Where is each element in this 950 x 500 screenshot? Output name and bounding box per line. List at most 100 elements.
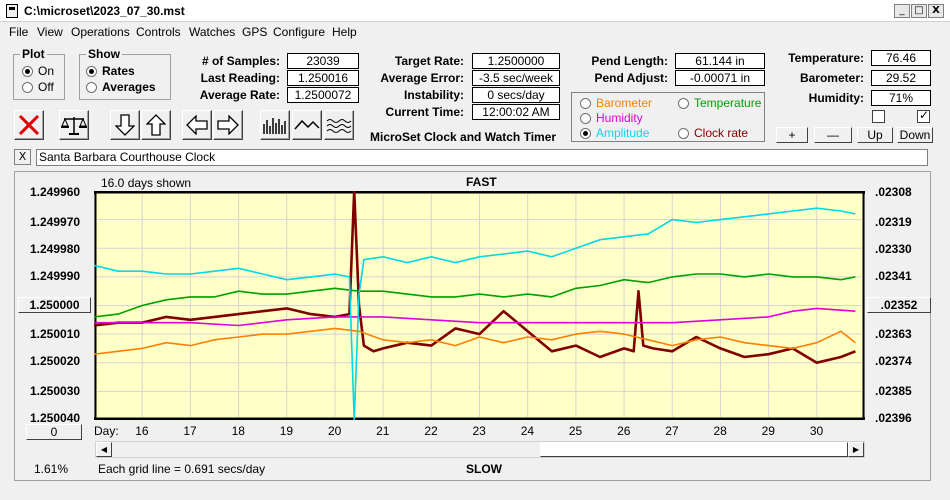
plot-group: Plot On Off xyxy=(13,47,65,100)
plot-on-radio[interactable]: On xyxy=(22,64,54,78)
target-rate-value: 1.2500000 xyxy=(472,53,560,69)
day-tick-label: 22 xyxy=(424,424,438,438)
show-averages-label: Averages xyxy=(102,80,156,94)
last-reading-value: 1.250016 xyxy=(287,70,359,86)
pend-adjust-value: -0.00071 in xyxy=(675,70,765,86)
pend-length-value: 61.144 in xyxy=(675,53,765,69)
legend-barometer-label: Barometer xyxy=(596,96,653,110)
y-right-label: .02341 xyxy=(875,269,912,283)
day-tick-label: 30 xyxy=(809,424,824,438)
day-tick-label: 16 xyxy=(135,424,149,438)
y-right-label: .02374 xyxy=(875,354,912,368)
average-rate-value: 1.2500072 xyxy=(287,87,359,103)
y-left-label: 1.249970 xyxy=(30,215,81,229)
y-left-label: 1.250010 xyxy=(30,327,81,341)
days-shown-label: 16.0 days shown xyxy=(101,176,192,190)
day-tick-label: 27 xyxy=(665,424,679,438)
right-arrow-button[interactable] xyxy=(213,110,243,140)
scroll-left-icon[interactable]: ◀ xyxy=(96,442,112,457)
series-temperature xyxy=(94,273,856,318)
plot-group-title: Plot xyxy=(20,47,47,61)
percent-label: 1.61% xyxy=(34,462,69,476)
y-right-label: .02363 xyxy=(875,327,912,341)
plus-button[interactable]: + xyxy=(776,127,808,143)
up-button[interactable]: Up xyxy=(857,127,893,143)
left-arrow-button[interactable] xyxy=(182,110,212,140)
menu-controls[interactable]: Controls xyxy=(136,25,181,39)
y-left-label: 1.249980 xyxy=(30,242,81,256)
legend-amplitude[interactable]: Amplitude xyxy=(580,126,649,140)
humidity-value: 71% xyxy=(871,90,931,106)
legend-clock-rate[interactable]: Clock rate xyxy=(678,126,748,140)
legend-temperature[interactable]: Temperature xyxy=(678,96,761,110)
delete-button[interactable] xyxy=(14,110,44,140)
day-tick-label: 23 xyxy=(472,424,486,438)
y-right-label: .02396 xyxy=(875,411,912,425)
scroll-right-icon[interactable]: ▶ xyxy=(848,442,864,457)
instability-value: 0 secs/day xyxy=(472,87,560,103)
menu-watches[interactable]: Watches xyxy=(189,25,236,39)
humidity-label: Humidity: xyxy=(808,91,864,105)
menu-configure[interactable]: Configure xyxy=(273,25,326,39)
legend-humidity[interactable]: Humidity xyxy=(580,111,643,125)
rate-chart xyxy=(94,191,865,420)
center-rate-button[interactable]: 1.250000 xyxy=(18,297,91,313)
day-tick-label: 17 xyxy=(183,424,197,438)
radio-selected-icon xyxy=(580,127,591,139)
scroll-thumb[interactable] xyxy=(540,442,848,457)
checkbox-2[interactable] xyxy=(917,108,930,123)
y-left-label: 1.250030 xyxy=(30,384,81,398)
down-arrow-button[interactable] xyxy=(110,110,140,140)
maximize-button[interactable]: □ xyxy=(911,4,927,18)
up-arrow-button[interactable] xyxy=(141,110,171,140)
menu-file[interactable]: File xyxy=(9,25,29,39)
series-selector: Barometer Temperature Humidity Amplitude… xyxy=(571,92,765,142)
show-group: Show Rates Averages xyxy=(79,47,171,100)
average-rate-label: Average Rate: xyxy=(199,88,280,102)
balance-button[interactable] xyxy=(59,110,89,140)
legend-clock-rate-label: Clock rate xyxy=(694,126,749,140)
title-bar: C:\microset\2023_07_30.mst _ □ X xyxy=(0,0,950,22)
minimize-button[interactable]: _ xyxy=(894,4,910,18)
remove-watch-button[interactable]: X xyxy=(14,149,31,165)
checkbox-1[interactable] xyxy=(872,110,885,123)
day-tick-label: 28 xyxy=(713,424,727,438)
show-group-title: Show xyxy=(86,47,122,61)
down-button[interactable]: Down xyxy=(897,127,933,143)
menu-view[interactable]: View xyxy=(37,25,63,39)
radio-empty-icon xyxy=(86,81,97,93)
menu-gps[interactable]: GPS xyxy=(242,25,268,39)
line-view-button[interactable] xyxy=(292,110,322,140)
arrow-right-icon xyxy=(217,115,239,135)
radio-empty-icon xyxy=(22,81,33,93)
legend-amplitude-label: Amplitude xyxy=(596,126,650,140)
temperature-value: 76.46 xyxy=(871,50,931,66)
show-rates-radio[interactable]: Rates xyxy=(86,64,135,78)
menu-operations[interactable]: Operations xyxy=(71,25,130,39)
watch-name-field[interactable]: Santa Barbara Courthouse Clock xyxy=(36,149,928,166)
menu-bar: File View Operations Controls Watches GP… xyxy=(0,22,950,42)
app-icon xyxy=(6,4,18,18)
wave-view-button[interactable] xyxy=(324,110,354,140)
legend-barometer[interactable]: Barometer xyxy=(580,96,652,110)
horizontal-scrollbar[interactable]: ◀ ▶ xyxy=(95,441,865,458)
zero-button[interactable]: 0 xyxy=(26,424,82,440)
y-right-label: .02319 xyxy=(875,215,912,229)
grid-note: Each grid line = 0.691 secs/day xyxy=(98,462,266,476)
close-button[interactable]: X xyxy=(928,4,944,18)
current-time-label: Current Time: xyxy=(385,105,464,119)
center-value-button[interactable]: .02352 xyxy=(867,297,931,313)
series-barometer xyxy=(94,327,856,355)
day-tick-label: 21 xyxy=(376,424,390,438)
series-amplitude xyxy=(94,207,856,420)
window-title: C:\microset\2023_07_30.mst xyxy=(24,4,185,18)
series-humidity xyxy=(94,307,856,327)
bars-view-button[interactable] xyxy=(260,110,290,140)
plot-off-radio[interactable]: Off xyxy=(22,80,54,94)
day-tick-label: 26 xyxy=(617,424,631,438)
menu-help[interactable]: Help xyxy=(332,25,357,39)
arrow-left-icon xyxy=(186,115,208,135)
day-prefix-label: Day: xyxy=(94,424,119,438)
show-averages-radio[interactable]: Averages xyxy=(86,80,156,94)
minus-button[interactable]: — xyxy=(814,127,852,143)
